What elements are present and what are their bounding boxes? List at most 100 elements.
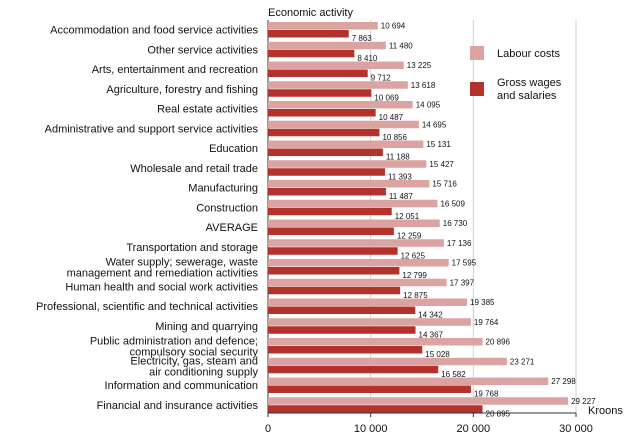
category-label: Arts, entertainment and recreation: [92, 64, 258, 76]
bar-labour-costs: [268, 61, 404, 69]
bar-gross-wages: [268, 128, 380, 137]
bar-gross-wages: [268, 306, 416, 314]
category-labels: Accommodation and food service activitie…: [36, 25, 258, 412]
category-label: Public administration and defence;: [90, 336, 258, 348]
bar-labour-costs: [268, 199, 438, 208]
bar-labour-costs: [268, 259, 449, 267]
value-labels: 10 694 7 863 11 480 8 410 13 225 9 712 13 618 1…: [352, 22, 596, 419]
data-label-gross-wages: 19 768: [474, 390, 499, 399]
bar-gross-wages: [268, 326, 416, 334]
legend-swatch-gross-wages: [470, 82, 484, 96]
data-label-labour-costs: 14 095: [416, 101, 441, 110]
category-label: Administrative and support service activ…: [45, 123, 259, 135]
bar-labour-costs: [268, 41, 386, 50]
data-label-labour-costs: 16 509: [440, 199, 465, 208]
data-label-gross-wages: 12 259: [397, 232, 422, 241]
data-label-labour-costs: 19 764: [474, 318, 499, 327]
category-label: Agriculture, forestry and fishing: [106, 84, 258, 96]
data-label-labour-costs: 14 695: [422, 120, 447, 129]
bar-gross-wages: [268, 405, 483, 413]
data-label-labour-costs: 16 730: [443, 219, 468, 228]
bar-gross-wages: [268, 109, 376, 117]
bar-labour-costs: [268, 140, 424, 148]
bar-labour-costs: [268, 298, 468, 306]
data-label-labour-costs: 20 896: [486, 338, 511, 347]
bar-labour-costs: [268, 377, 549, 385]
bar-gross-wages: [268, 207, 392, 216]
x-axis: 0 10 000 20 000 30 000: [265, 412, 593, 435]
data-label-labour-costs: 15 131: [426, 140, 451, 149]
category-label: Construction: [196, 202, 258, 214]
bar-labour-costs: [268, 160, 427, 168]
legend-label-gross-wages: Gross wages: [497, 77, 562, 89]
x-tick-label: 20 000: [457, 423, 491, 435]
category-label: compulsory social security: [130, 347, 259, 359]
bar-gross-wages: [268, 385, 471, 393]
data-label-gross-wages: 9 712: [371, 74, 392, 83]
data-label-labour-costs: 17 397: [450, 278, 475, 287]
category-label: Real estate activities: [157, 104, 258, 116]
data-label-labour-costs: 19 385: [470, 298, 495, 307]
category-label: air conditioning supply: [149, 366, 258, 378]
data-label-gross-wages: 12 051: [395, 212, 420, 221]
category-label: Mining and quarrying: [155, 321, 258, 333]
category-label: Accommodation and food service activitie…: [50, 25, 258, 37]
data-label-gross-wages: 7 863: [352, 34, 373, 43]
data-label-labour-costs: 23 271: [510, 357, 535, 366]
data-label-labour-costs: 15 427: [429, 160, 454, 169]
category-label: management and remediation activities: [67, 268, 259, 280]
bar-labour-costs: [268, 81, 408, 89]
bars: [268, 22, 569, 413]
legend-label-gross-wages: and salaries: [497, 90, 557, 102]
bar-gross-wages: [268, 89, 372, 97]
bar-labour-costs: [268, 338, 483, 346]
legend-swatch-labour-costs: [470, 46, 484, 60]
data-label-gross-wages: 14 367: [419, 330, 444, 339]
data-label-labour-costs: 27 298: [551, 377, 576, 386]
data-label-gross-wages: 15 028: [425, 350, 450, 359]
data-label-gross-wages: 20 895: [486, 409, 511, 418]
bar-gross-wages: [268, 49, 355, 58]
bar-gross-wages: [268, 227, 394, 235]
bar-gross-wages: [268, 267, 400, 275]
bar-labour-costs: [268, 397, 569, 405]
data-label-gross-wages: 12 875: [403, 291, 428, 300]
category-label: Professional, scientific and technical a…: [36, 301, 258, 313]
data-label-labour-costs: 15 716: [432, 180, 457, 189]
data-label-gross-wages: 10 487: [379, 113, 404, 122]
bar-labour-costs: [268, 278, 447, 287]
category-label: AVERAGE: [206, 222, 258, 234]
data-label-labour-costs: 10 694: [381, 22, 406, 31]
bar-labour-costs: [268, 101, 413, 109]
data-label-labour-costs: 11 480: [389, 41, 413, 50]
category-label: Financial and insurance activities: [97, 400, 259, 412]
bar-labour-costs: [268, 318, 471, 326]
category-label: Transportation and storage: [126, 242, 258, 254]
bar-gross-wages: [268, 286, 401, 295]
category-label: Education: [209, 143, 258, 155]
data-label-gross-wages: 16 582: [441, 370, 466, 379]
x-tick-label: 0: [265, 423, 271, 435]
data-label-labour-costs: 29 227: [571, 397, 596, 406]
x-tick-label: 30 000: [559, 423, 593, 435]
category-label: Water supply; sewerage, waste: [106, 257, 258, 269]
data-label-gross-wages: 12 799: [402, 271, 427, 280]
data-label-labour-costs: 17 136: [447, 239, 472, 248]
data-label-gross-wages: 10 856: [382, 133, 407, 142]
category-label: Information and communication: [105, 380, 258, 392]
category-label: Electricity, gas, steam and: [130, 355, 258, 367]
data-label-gross-wages: 11 188: [386, 153, 410, 162]
bar-gross-wages: [268, 148, 383, 156]
data-label-gross-wages: 11 487: [389, 192, 413, 201]
x-axis-label: Kroons: [588, 405, 623, 417]
bar-gross-wages: [268, 188, 386, 196]
data-label-gross-wages: 8 410: [357, 54, 378, 63]
category-label: Other service activities: [147, 44, 258, 56]
bar-labour-costs: [268, 219, 440, 227]
legend-label-labour-costs: Labour costs: [497, 48, 560, 60]
bar-labour-costs: [268, 120, 419, 129]
category-label: Wholesale and retail trade: [130, 163, 258, 175]
bar-labour-costs: [268, 22, 378, 30]
